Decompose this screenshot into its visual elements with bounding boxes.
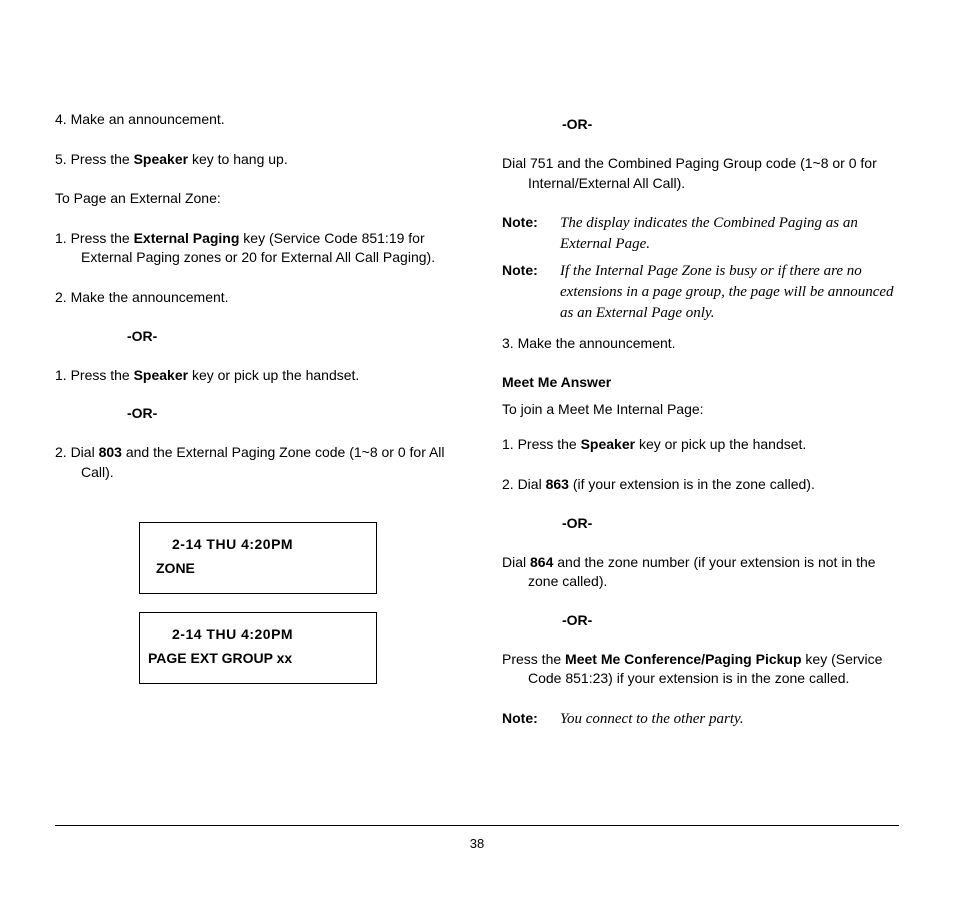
code-864-bold: 864: [530, 554, 553, 570]
note-internal-page-zone: Note: If the Internal Page Zone is busy …: [502, 261, 899, 324]
display-line-1: 2-14 THU 4:20PM: [172, 533, 360, 557]
or-divider: -OR-: [562, 515, 899, 531]
or-divider: -OR-: [127, 328, 452, 344]
text: (if your extension is in the zone called…: [569, 476, 815, 492]
note-text: You connect to the other party.: [560, 709, 899, 730]
note-text: The display indicates the Combined Pagin…: [560, 213, 899, 255]
text: 2. Dial: [55, 444, 99, 460]
press-meet-me-key: Press the Meet Me Conference/Paging Pick…: [502, 650, 899, 689]
two-column-layout: 4. Make an announcement. 5. Press the Sp…: [55, 110, 899, 736]
meet-me-key-bold: Meet Me Conference/Paging Pickup: [565, 651, 802, 667]
note-label: Note:: [502, 261, 560, 324]
page-number: 38: [470, 836, 484, 851]
text: 1. Press the: [502, 436, 581, 452]
text: Press the: [502, 651, 565, 667]
page-external-zone-intro: To Page an External Zone:: [55, 189, 452, 209]
speaker-bold: Speaker: [134, 367, 188, 383]
text: and the External Paging Zone code (1~8 o…: [81, 444, 445, 480]
step-1-speaker-meet-me: 1. Press the Speaker key or pick up the …: [502, 435, 899, 455]
step-2-dial-863: 2. Dial 863 (if your extension is in the…: [502, 475, 899, 495]
phone-display-page-ext: 2-14 THU 4:20PM PAGE EXT GROUP xx: [139, 612, 377, 684]
text: key to hang up.: [188, 151, 288, 167]
left-column: 4. Make an announcement. 5. Press the Sp…: [55, 110, 452, 736]
phone-display-zone: 2-14 THU 4:20PM ZONE: [139, 522, 377, 594]
page-footer: 38: [55, 825, 899, 851]
note-label: Note:: [502, 709, 560, 730]
step-1-speaker: 1. Press the Speaker key or pick up the …: [55, 366, 452, 386]
step-4: 4. Make an announcement.: [55, 110, 452, 130]
meet-me-answer-heading: Meet Me Answer: [502, 374, 899, 390]
text: key or pick up the handset.: [188, 367, 359, 383]
display-line-2: ZONE: [156, 557, 360, 581]
spacer: [55, 502, 452, 522]
note-connect-other-party: Note: You connect to the other party.: [502, 709, 899, 730]
step-2-announcement: 2. Make the announcement.: [55, 288, 452, 308]
or-divider: -OR-: [127, 405, 452, 421]
page: 4. Make an announcement. 5. Press the Sp…: [0, 0, 954, 909]
step-2-dial-803: 2. Dial 803 and the External Paging Zone…: [55, 443, 452, 482]
code-803-bold: 803: [99, 444, 122, 460]
text: and the zone number (if your extension i…: [528, 554, 876, 590]
text: Dial: [502, 554, 530, 570]
text: 5. Press the: [55, 151, 134, 167]
text: 1. Press the: [55, 230, 134, 246]
dial-751: Dial 751 and the Combined Paging Group c…: [502, 154, 899, 193]
display-line-1: 2-14 THU 4:20PM: [172, 623, 360, 647]
step-5: 5. Press the Speaker key to hang up.: [55, 150, 452, 170]
join-meet-me-intro: To join a Meet Me Internal Page:: [502, 400, 899, 420]
or-divider: -OR-: [562, 116, 899, 132]
dial-864: Dial 864 and the zone number (if your ex…: [502, 553, 899, 592]
external-paging-bold: External Paging: [134, 230, 240, 246]
speaker-bold: Speaker: [134, 151, 188, 167]
or-divider: -OR-: [562, 612, 899, 628]
code-863-bold: 863: [546, 476, 569, 492]
text: 1. Press the: [55, 367, 134, 383]
step-1-external-paging: 1. Press the External Paging key (Servic…: [55, 229, 452, 268]
text: 2. Dial: [502, 476, 546, 492]
right-column: -OR- Dial 751 and the Combined Paging Gr…: [502, 110, 899, 736]
step-3-announcement: 3. Make the announcement.: [502, 334, 899, 354]
text: key or pick up the handset.: [635, 436, 806, 452]
note-combined-paging: Note: The display indicates the Combined…: [502, 213, 899, 255]
display-line-2: PAGE EXT GROUP xx: [148, 647, 360, 671]
speaker-bold: Speaker: [581, 436, 635, 452]
note-text: If the Internal Page Zone is busy or if …: [560, 261, 899, 324]
note-label: Note:: [502, 213, 560, 255]
